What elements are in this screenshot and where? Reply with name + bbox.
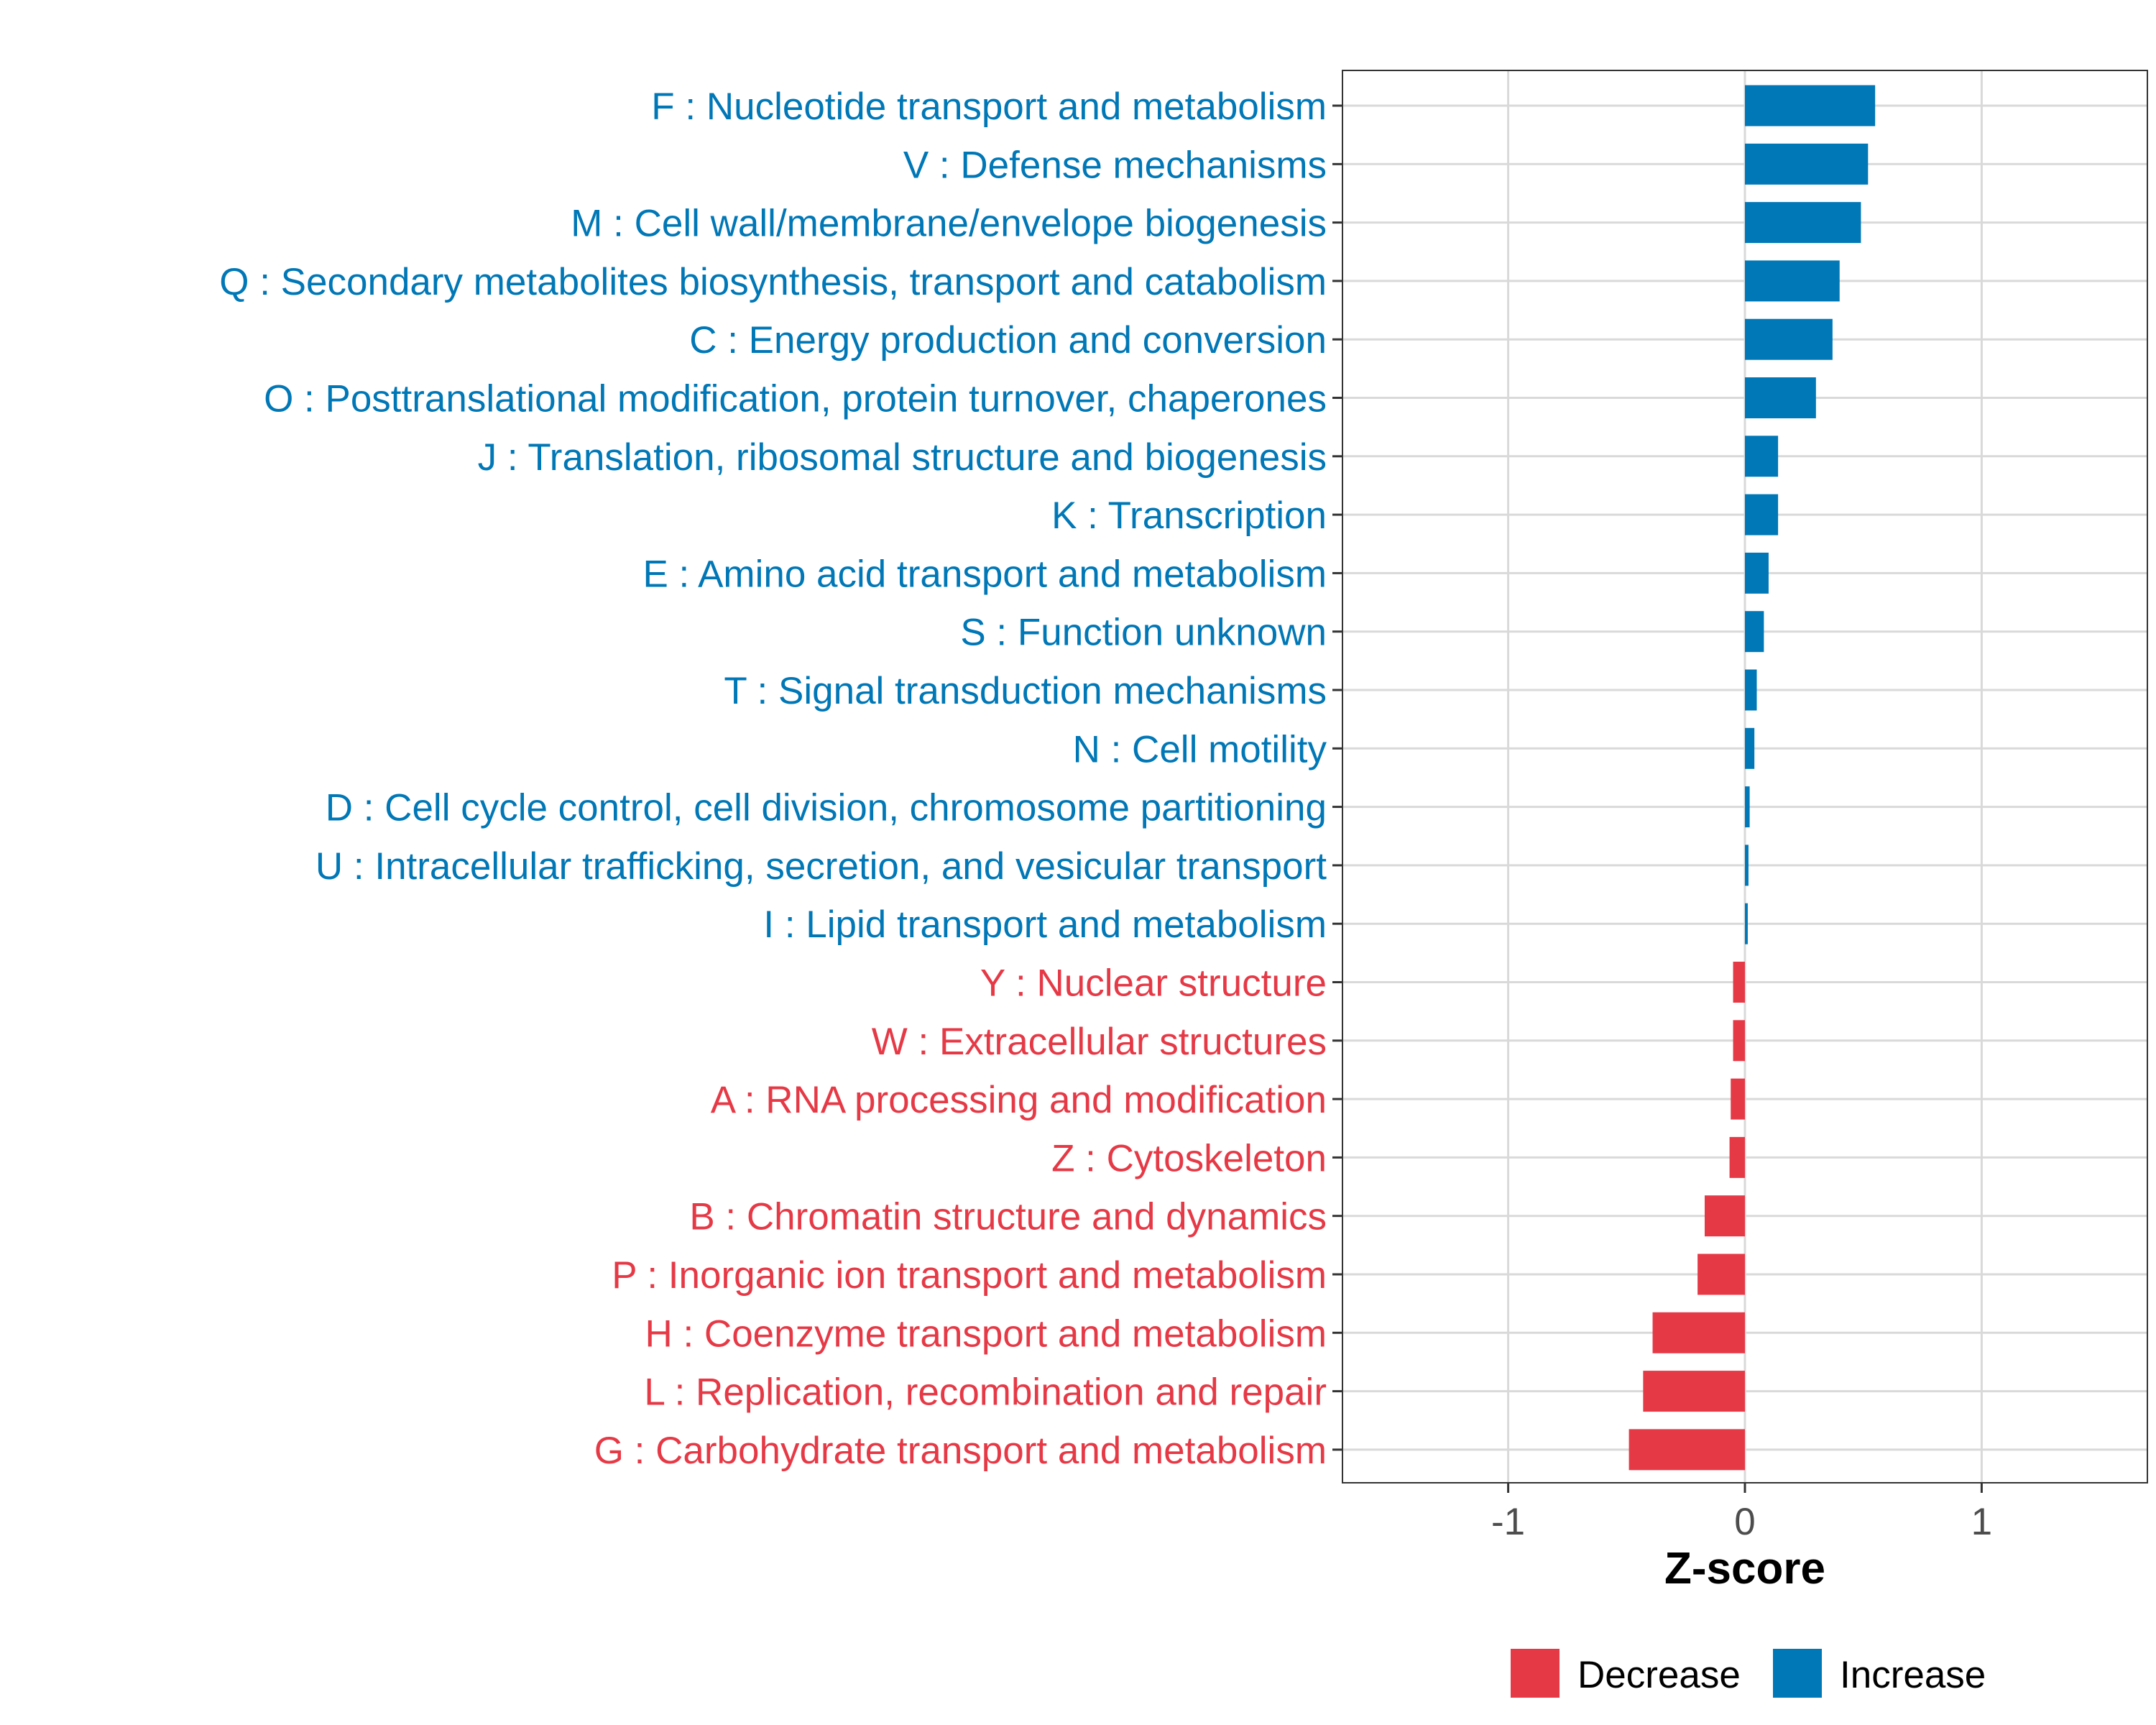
bar xyxy=(1745,669,1757,711)
bar xyxy=(1733,962,1745,1003)
bar xyxy=(1697,1254,1745,1295)
y-tick-label: E : Amino acid transport and metabolism xyxy=(642,553,1327,595)
y-tick-label: K : Transcription xyxy=(1051,494,1327,537)
x-tick-label: 1 xyxy=(1971,1501,1992,1543)
y-tick-label: P : Inorganic ion transport and metaboli… xyxy=(612,1254,1327,1297)
legend-key xyxy=(1773,1649,1822,1698)
bar xyxy=(1745,845,1749,886)
y-tick-label: S : Function unknown xyxy=(960,612,1327,654)
y-tick-label: W : Extracellular structures xyxy=(872,1021,1327,1063)
bar xyxy=(1745,260,1840,302)
y-tick-label: A : RNA processing and modification xyxy=(711,1079,1327,1121)
y-tick-label: G : Carbohydrate transport and metabolis… xyxy=(594,1430,1327,1472)
bar xyxy=(1652,1312,1745,1353)
bar-layer xyxy=(1628,85,1876,1471)
bar xyxy=(1745,377,1816,418)
x-axis: -1 0 1 xyxy=(1491,1483,1992,1543)
bar xyxy=(1729,1136,1745,1178)
bar xyxy=(1745,85,1876,126)
y-tick-label: B : Chromatin structure and dynamics xyxy=(689,1196,1327,1238)
bar xyxy=(1745,436,1779,477)
bar xyxy=(1745,611,1764,653)
bar xyxy=(1745,552,1769,594)
bar xyxy=(1745,202,1861,244)
y-tick-label: Y : Nuclear structure xyxy=(980,962,1327,1005)
y-tick-label: C : Energy production and conversion xyxy=(689,319,1327,362)
bar xyxy=(1745,786,1750,828)
y-tick-label: L : Replication, recombination and repai… xyxy=(644,1371,1327,1414)
x-axis-title: Z-score xyxy=(1664,1544,1825,1593)
y-tick-label: N : Cell motility xyxy=(1073,728,1327,770)
bar xyxy=(1643,1371,1745,1412)
y-tick-label: Q : Secondary metabolites biosynthesis, … xyxy=(219,261,1327,303)
bar xyxy=(1745,494,1779,535)
y-tick-label: H : Coenzyme transport and metabolism xyxy=(645,1312,1327,1355)
y-tick-label: Z : Cytoskeleton xyxy=(1051,1137,1327,1179)
bar xyxy=(1628,1429,1745,1471)
bar xyxy=(1733,1020,1745,1062)
x-tick-label: -1 xyxy=(1491,1501,1525,1543)
legend: Decrease Increase xyxy=(1511,1649,1986,1698)
bar xyxy=(1745,727,1755,769)
y-tick-label: D : Cell cycle control, cell division, c… xyxy=(326,787,1327,829)
y-tick-label: F : Nucleotide transport and metabolism xyxy=(651,86,1327,128)
y-tick-label: U : Intracellular trafficking, secretion… xyxy=(315,845,1327,888)
y-tick-label: V : Defense mechanisms xyxy=(903,144,1327,186)
bar xyxy=(1731,1078,1745,1120)
y-tick-label: I : Lipid transport and metabolism xyxy=(763,903,1327,946)
bar xyxy=(1745,143,1869,185)
y-tick-label: J : Translation, ribosomal structure and… xyxy=(478,436,1327,479)
y-axis: F : Nucleotide transport and metabolism V… xyxy=(219,86,1342,1472)
x-tick-label: 0 xyxy=(1734,1501,1755,1543)
bar xyxy=(1745,318,1833,360)
y-tick-label: O : Posttranslational modification, prot… xyxy=(264,378,1327,420)
y-tick-label: T : Signal transduction mechanisms xyxy=(724,670,1327,712)
legend-key xyxy=(1511,1649,1560,1698)
legend-label: Decrease xyxy=(1577,1654,1741,1696)
bar xyxy=(1745,903,1748,944)
legend-label: Increase xyxy=(1840,1654,1986,1696)
y-tick-label: M : Cell wall/membrane/envelope biogenes… xyxy=(571,203,1327,245)
bar xyxy=(1705,1195,1745,1237)
